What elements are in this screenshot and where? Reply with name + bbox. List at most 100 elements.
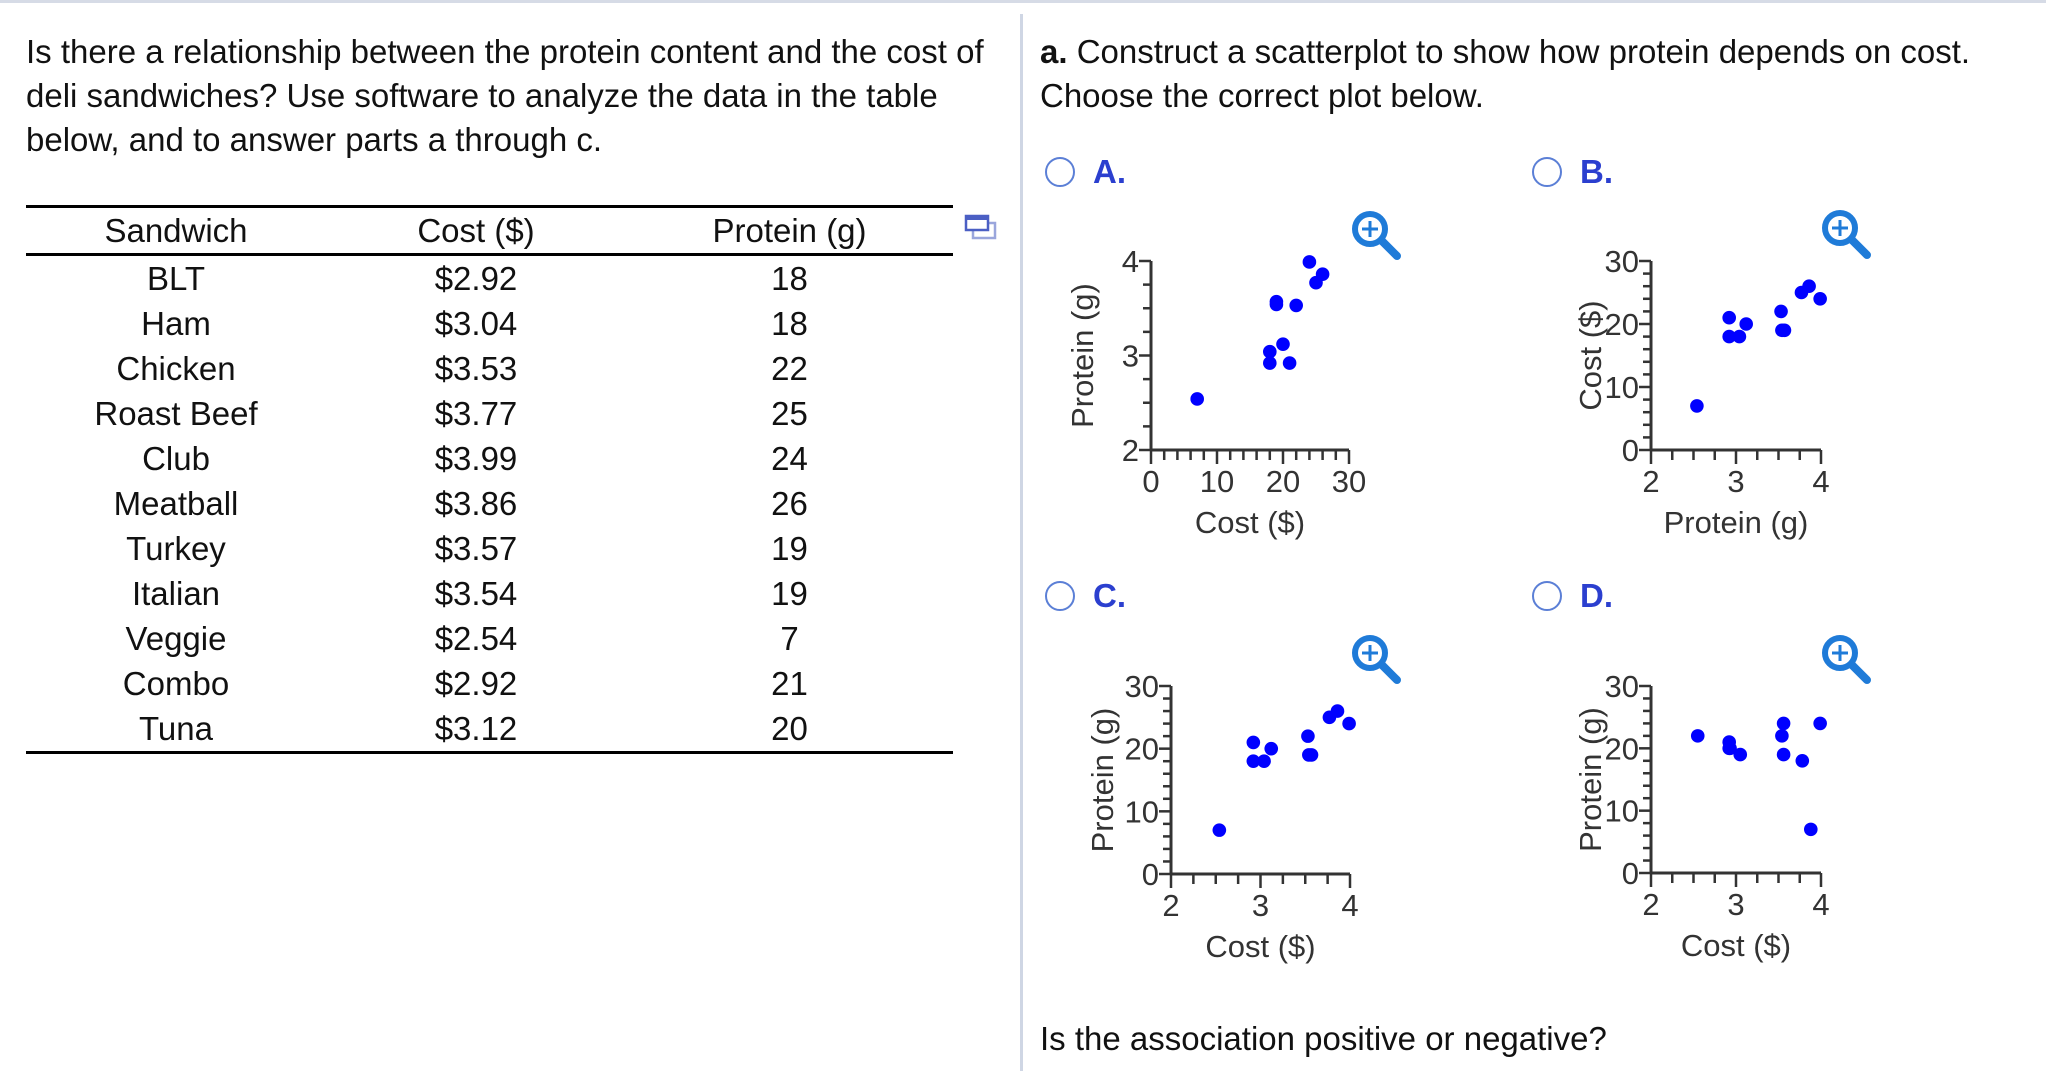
data-point <box>1342 716 1356 731</box>
data-point <box>1733 747 1748 762</box>
data-point <box>1690 399 1704 413</box>
y-tick-label: 20 <box>1605 731 1639 766</box>
option-a[interactable]: A. <box>1045 153 1126 191</box>
data-point <box>1190 392 1204 406</box>
x-tick-label: 2 <box>1162 888 1179 923</box>
data-point <box>1776 716 1791 731</box>
data-point <box>1802 279 1816 294</box>
data-point <box>1813 292 1827 306</box>
data-point <box>1722 310 1736 325</box>
data-point <box>1775 729 1789 743</box>
panel-divider <box>1020 14 1023 1071</box>
y-tick-label: 4 <box>1122 244 1139 279</box>
data-point <box>1282 356 1297 370</box>
data-point <box>1246 735 1261 750</box>
data-point <box>1723 741 1737 756</box>
cell-sandwich: Meatball <box>113 484 239 522</box>
cell-cost: $3.04 <box>434 304 518 342</box>
cell-protein: 18 <box>771 259 808 297</box>
data-point <box>1289 298 1303 313</box>
option-d[interactable]: D. <box>1532 577 1613 615</box>
zoom-in-icon[interactable] <box>1822 210 1871 259</box>
cell-sandwich: Roast Beef <box>94 394 258 432</box>
cell-sandwich: BLT <box>146 259 206 297</box>
table-row: Meatball $3.86 26 <box>26 481 953 526</box>
data-point <box>1722 329 1736 344</box>
question-intro: Is there a relationship between the prot… <box>26 33 984 158</box>
table-header-row: Sandwich Cost ($) Protein (g) <box>26 206 953 255</box>
option-c[interactable]: C. <box>1045 577 1126 615</box>
zoom-in-icon[interactable] <box>1822 635 1871 684</box>
data-point <box>1302 748 1316 762</box>
y-axis-title: Protein (g) <box>1085 708 1120 853</box>
data-point <box>1804 822 1818 837</box>
data-point <box>1732 329 1747 344</box>
x-tick-label: 0 <box>1142 464 1159 499</box>
x-tick-label: 30 <box>1332 464 1366 499</box>
cell-sandwich: Club <box>142 439 210 477</box>
cell-protein: 20 <box>626 706 953 754</box>
cell-cost: $3.77 <box>434 394 518 432</box>
table-row: Chicken $3.53 22 <box>26 346 953 391</box>
x-tick-label: 4 <box>1812 464 1829 499</box>
y-tick-label: 0 <box>1622 433 1639 468</box>
option-d-label: D. <box>1580 577 1613 614</box>
y-tick-label: 0 <box>1142 857 1159 892</box>
cell-cost: $3.12 <box>326 706 626 754</box>
option-b-label: B. <box>1580 153 1613 190</box>
data-point <box>1315 267 1330 282</box>
y-axis-title: Cost ($) <box>1573 300 1608 410</box>
popout-window-icon[interactable] <box>964 214 998 242</box>
x-tick-label: 4 <box>1812 887 1829 922</box>
radio-d[interactable] <box>1532 581 1562 611</box>
y-axis-title: Protein (g) <box>1065 283 1100 428</box>
option-b[interactable]: B. <box>1532 153 1613 191</box>
zoom-in-icon[interactable] <box>1352 211 1401 260</box>
table-row: Club $3.99 24 <box>26 436 953 481</box>
table-row: Italian $3.54 19 <box>26 571 953 616</box>
cell-protein: 26 <box>771 484 808 522</box>
radio-b[interactable] <box>1532 157 1562 187</box>
y-tick-label: 2 <box>1122 433 1139 468</box>
data-point <box>1795 754 1810 768</box>
data-point <box>1739 317 1753 331</box>
y-tick-label: 30 <box>1605 244 1639 279</box>
y-tick-label: 0 <box>1622 856 1639 891</box>
cell-sandwich: Ham <box>141 304 211 342</box>
plot-c: 2 3 4 0 10 20 30 Cost ($) Protein (g) <box>1085 635 1401 964</box>
plot-a: 0 10 20 30 2 3 4 Cost ($) Protein (g) <box>1065 211 1401 540</box>
data-point <box>1775 323 1789 338</box>
radio-a[interactable] <box>1045 157 1075 187</box>
cell-cost: $3.86 <box>434 484 518 522</box>
data-point <box>1330 704 1345 718</box>
data-point <box>1257 754 1271 768</box>
header-protein: Protein (g) <box>712 211 867 249</box>
cell-protein: 25 <box>771 394 808 432</box>
table-row: BLT $2.92 18 <box>26 255 953 302</box>
option-c-label: C. <box>1093 577 1126 614</box>
x-tick-label: 10 <box>1200 464 1234 499</box>
part-a-text: Construct a scatterplot to show how prot… <box>1040 33 1971 114</box>
data-point <box>1774 304 1788 319</box>
cell-protein: 19 <box>771 529 808 567</box>
x-tick-label: 3 <box>1727 887 1744 922</box>
data-table: Sandwich Cost ($) Protein (g) BLT $2.92 18… <box>26 205 953 754</box>
part-a-prompt: a. Construct a scatterplot to show how p… <box>1040 30 2030 118</box>
x-tick-label: 3 <box>1727 464 1744 499</box>
y-axis-title: Protein (g) <box>1573 707 1608 852</box>
followup-question: Is the association positive or negative? <box>1040 1020 1607 1057</box>
cell-sandwich: Chicken <box>116 349 236 387</box>
cell-cost: $2.92 <box>434 664 518 702</box>
zoom-in-icon[interactable] <box>1352 635 1401 684</box>
cell-sandwich: Combo <box>122 664 230 702</box>
cell-protein: 19 <box>771 574 808 612</box>
data-point <box>1690 729 1705 743</box>
radio-c[interactable] <box>1045 581 1075 611</box>
data-point <box>1776 747 1791 762</box>
y-tick-label: 10 <box>1605 370 1639 405</box>
cell-protein: 7 <box>780 619 799 657</box>
top-border <box>0 0 2046 3</box>
data-point <box>1212 823 1227 837</box>
data-point <box>1302 255 1317 269</box>
cell-cost: $3.99 <box>434 439 518 477</box>
